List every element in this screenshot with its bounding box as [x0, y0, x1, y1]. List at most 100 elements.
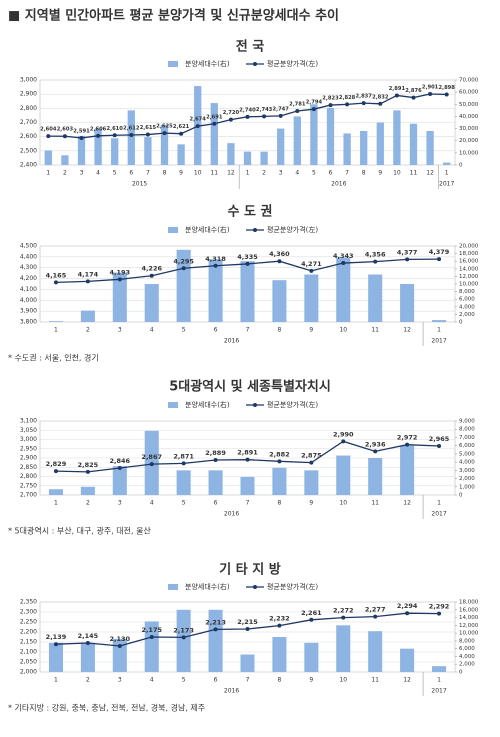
bar — [310, 104, 318, 165]
y-tick-label: 3,000 — [20, 436, 37, 443]
line-point — [85, 279, 90, 284]
y-tick-label: 2,500 — [20, 147, 37, 154]
data-label: 2,292 — [429, 603, 450, 611]
data-label: 2,604 — [40, 127, 57, 133]
x-tick-label: 9 — [179, 170, 183, 177]
data-label: 2,743 — [256, 107, 273, 113]
bar — [400, 648, 415, 672]
line-point — [96, 133, 101, 138]
x-tick-label: 8 — [362, 170, 366, 177]
y2-tick-label: 18,000 — [459, 251, 479, 257]
y2-tick-label: 9,000 — [459, 419, 475, 425]
y-tick-label: 2,000 — [20, 669, 37, 676]
line-point — [53, 642, 58, 647]
x-tick-label: 9 — [309, 327, 313, 334]
y2-tick-label: 50,000 — [459, 102, 479, 108]
x-tick-label: 1 — [246, 170, 250, 177]
x-tick-label: 1 — [437, 677, 441, 684]
bar — [144, 284, 159, 322]
line-point — [162, 131, 167, 136]
line-point — [437, 443, 442, 448]
x-group-label: 2016 — [224, 338, 239, 345]
x-tick-label: 12 — [227, 170, 235, 177]
x-tick-label: 11 — [371, 677, 379, 684]
data-label: 4,174 — [78, 270, 99, 278]
bar — [368, 458, 383, 495]
x-tick-label: 4 — [295, 170, 299, 177]
data-label: 2,876 — [405, 88, 422, 94]
bar — [393, 110, 401, 165]
x-tick-label: 9 — [378, 170, 382, 177]
line-point — [245, 261, 250, 266]
x-tick-label: 11 — [410, 170, 418, 177]
bar — [336, 625, 351, 672]
line-point — [405, 611, 410, 616]
bar — [77, 135, 86, 165]
data-label: 2,130 — [110, 635, 131, 643]
bar — [112, 272, 127, 322]
y2-tick-label: 2,000 — [459, 312, 475, 318]
bar — [336, 455, 351, 495]
line-point — [278, 113, 283, 118]
line-point — [245, 114, 250, 119]
data-label: 2,591 — [73, 128, 90, 134]
y-tick-label: 2,800 — [20, 473, 37, 480]
y2-tick-label: 6,000 — [459, 443, 475, 449]
line-point — [79, 135, 84, 140]
bar — [336, 257, 351, 322]
data-label: 2,215 — [237, 618, 258, 626]
x-tick-label: 9 — [309, 500, 313, 507]
bar — [111, 138, 119, 165]
y2-tick-label: 10,000 — [459, 150, 479, 156]
bar — [243, 151, 252, 165]
x-tick-label: 8 — [278, 327, 282, 334]
x-tick-label: 2 — [86, 327, 90, 334]
data-label: 2,294 — [397, 602, 418, 610]
x-tick-label: 7 — [146, 170, 150, 177]
line-point — [373, 259, 378, 264]
data-label: 2,740 — [239, 107, 256, 113]
y-tick-label: 3,050 — [20, 427, 37, 434]
page-title: ■ 지역별 민간아파트 평균 분양가격 및 신규분양세대수 추이 — [8, 8, 339, 24]
data-label: 2,889 — [205, 449, 226, 457]
legend-label: 분양세대수(右) — [185, 59, 230, 68]
chart-title: 전 국 — [236, 39, 264, 55]
bar — [304, 274, 319, 322]
line-point — [444, 92, 449, 97]
bar — [94, 128, 102, 165]
y2-tick-label: 60,000 — [459, 90, 479, 96]
x-tick-label: 8 — [278, 677, 282, 684]
y2-tick-label: 6,000 — [459, 646, 475, 652]
y2-tick-label: 7,000 — [459, 435, 475, 441]
x-tick-label: 8 — [163, 170, 167, 177]
x-group-label: 2017 — [439, 181, 454, 188]
bar — [432, 666, 447, 672]
bar — [144, 137, 152, 165]
bar — [208, 470, 223, 495]
data-label: 2,891 — [237, 449, 258, 457]
y-tick-label: 3,800 — [20, 319, 37, 326]
bar — [112, 466, 127, 495]
y-tick-label: 2,350 — [20, 599, 37, 606]
bar — [400, 284, 415, 322]
y-tick-label: 2,950 — [20, 445, 37, 452]
y2-tick-label: 4,000 — [459, 460, 475, 466]
y2-tick-label: 2,000 — [459, 476, 475, 482]
line-point — [181, 635, 186, 640]
bar — [48, 321, 63, 322]
data-label: 2,213 — [205, 618, 226, 626]
y2-tick-label: 0 — [459, 320, 463, 326]
x-group-label: 2016 — [224, 511, 239, 518]
y-tick-label: 2,150 — [20, 639, 37, 646]
bar — [240, 654, 255, 672]
line-point — [437, 257, 442, 262]
data-label: 4,226 — [141, 265, 162, 273]
bar — [368, 631, 383, 672]
y2-tick-label: 30,000 — [459, 126, 479, 132]
legend-swatch — [253, 62, 257, 66]
data-label: 2,175 — [141, 626, 162, 634]
x-tick-label: 4 — [150, 500, 154, 507]
x-tick-label: 3 — [118, 500, 122, 507]
line-point — [277, 259, 282, 264]
